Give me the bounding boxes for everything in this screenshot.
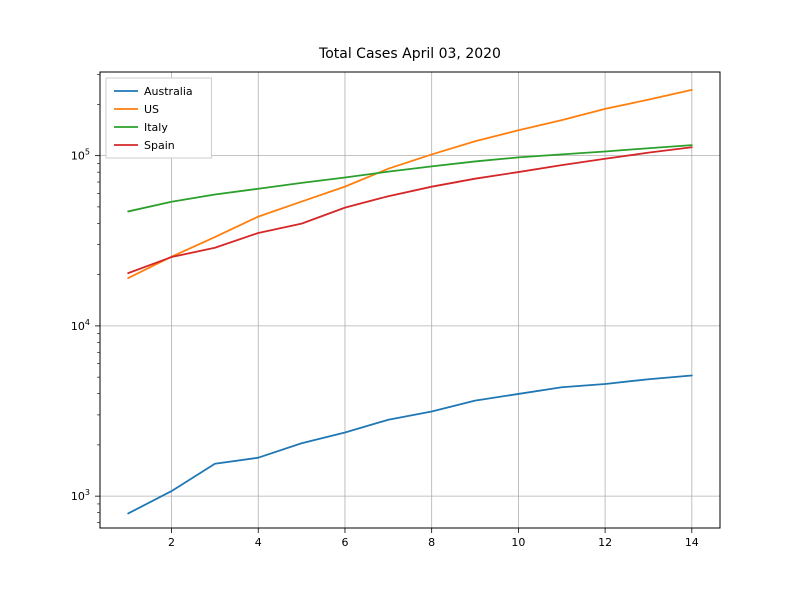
- x-tick-label: 10: [511, 536, 525, 549]
- legend-label: Italy: [144, 121, 168, 134]
- x-tick-label: 2: [168, 536, 175, 549]
- line-chart: 2468101214103104105Total Cases April 03,…: [0, 0, 800, 600]
- x-tick-label: 14: [685, 536, 699, 549]
- x-tick-label: 12: [598, 536, 612, 549]
- legend: Australia US Italy Spain: [106, 78, 211, 158]
- x-tick-label: 6: [341, 536, 348, 549]
- legend-label: US: [144, 103, 159, 116]
- legend-label: Spain: [144, 139, 175, 152]
- chart-container: 2468101214103104105Total Cases April 03,…: [0, 0, 800, 600]
- legend-label: Australia: [144, 85, 193, 98]
- chart-title: Total Cases April 03, 2020: [318, 46, 501, 62]
- x-tick-label: 4: [255, 536, 262, 549]
- x-tick-label: 8: [428, 536, 435, 549]
